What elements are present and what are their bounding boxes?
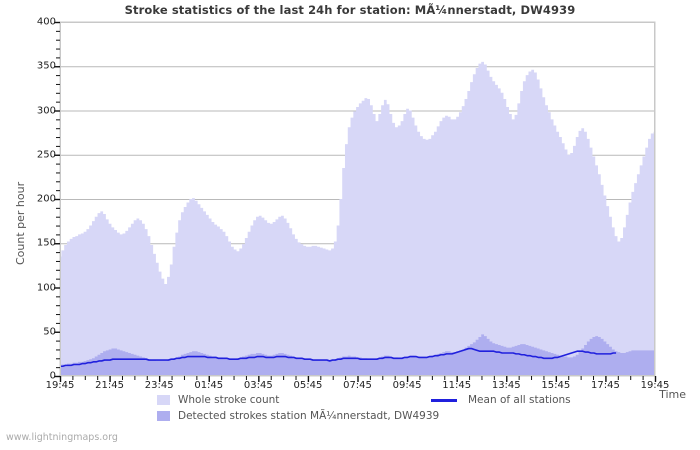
x-tick-label: 13:45	[491, 380, 521, 391]
plot-border	[60, 22, 655, 376]
x-tick-label: 23:45	[144, 380, 174, 391]
x-tick-label: 17:45	[590, 380, 620, 391]
x-tick-label: 19:45	[640, 380, 670, 391]
y-tick-label: 100	[36, 282, 56, 293]
x-tick-label: 03:45	[243, 380, 273, 391]
area-detected-strokes	[60, 334, 655, 376]
y-tick-label: 300	[36, 105, 56, 116]
chart-legend: Whole stroke count Detected strokes stat…	[0, 391, 700, 425]
legend-label-detected-strokes: Detected strokes station MÃ¼nnerstadt, D…	[178, 410, 440, 422]
y-tick-label: 350	[36, 60, 56, 72]
line-mean-of-all-stations	[60, 347, 617, 368]
x-tick-label: 01:45	[194, 380, 224, 391]
x-tick-label: 09:45	[392, 380, 422, 391]
x-tick-label: 15:45	[541, 380, 571, 391]
legend-label-mean-of-all-stations: Mean of all stations	[468, 394, 571, 406]
y-tick-label: 0	[49, 370, 56, 382]
legend-label-whole-stroke-count: Whole stroke count	[178, 394, 280, 406]
x-axis-label: Time	[659, 388, 686, 401]
y-tick-label: 400	[36, 16, 56, 28]
legend-swatch-detected-strokes	[157, 411, 170, 421]
y-axis-tick-labels: 0 50 100 150 200 250 300 350 400	[12, 0, 56, 450]
legend-swatch-whole-stroke-count	[157, 395, 170, 405]
y-tick-label: 200	[36, 193, 56, 205]
legend-line-mean-of-all-stations	[431, 399, 457, 402]
y-tick-label: 150	[36, 237, 56, 249]
x-tick-label: 07:45	[343, 380, 372, 391]
area-whole-stroke-count	[60, 61, 655, 376]
x-tick-label: 19:45	[45, 380, 75, 391]
x-tick-label: 05:45	[293, 380, 323, 391]
footer-watermark: www.lightningmaps.org	[6, 432, 118, 443]
y-tick-label: 50	[43, 326, 56, 338]
x-tick-label: 11:45	[442, 380, 472, 391]
chart-title: Stroke statistics of the last 24h for st…	[124, 3, 576, 17]
x-tick-label: 21:45	[95, 380, 124, 391]
y-tick-label: 250	[36, 149, 56, 161]
